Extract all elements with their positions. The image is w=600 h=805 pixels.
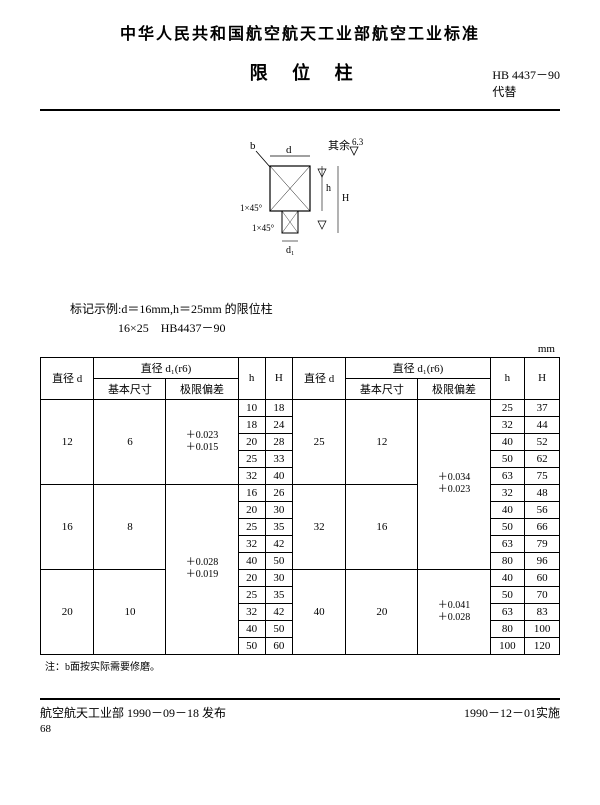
table-body: 126＋0.023＋0.01510182512＋0.034＋0.02325371… bbox=[41, 399, 560, 654]
col-h-left: h bbox=[238, 357, 265, 399]
replace-label: 代替 bbox=[492, 84, 560, 101]
col-limit-right: 极限偏差 bbox=[418, 378, 490, 399]
footer: 航空航天工业部 1990－09－18 发布 68 1990－12－01实施 bbox=[40, 698, 560, 735]
col-d-right: 直径 d bbox=[292, 357, 345, 399]
technical-diagram: b d 其余 6.3 1×45° 1×45° h H d₁ bbox=[40, 131, 560, 275]
example-line1: 标记示例:d＝16mm,h＝25mm 的限位柱 bbox=[70, 300, 560, 319]
label-d1: d₁ bbox=[286, 245, 295, 256]
example-line2: 16×25 HB4437－90 bbox=[70, 319, 560, 338]
col-d: 直径 d bbox=[41, 357, 94, 399]
table-row: 201020304020＋0.041＋0.0284060 bbox=[41, 569, 560, 586]
doc-code-block: HB 4437－90 代替 bbox=[492, 67, 560, 101]
col-H-left: H bbox=[265, 357, 292, 399]
unit-label: mm bbox=[40, 343, 555, 355]
standard-code: HB 4437－90 bbox=[492, 67, 560, 84]
label-ra: 6.3 bbox=[352, 137, 364, 147]
label-chamfer1: 1×45° bbox=[240, 203, 263, 213]
label-cap-h: H bbox=[342, 193, 349, 204]
col-d1r6-left: 直径 d₁(r6) bbox=[94, 357, 238, 378]
label-b: b bbox=[250, 140, 256, 152]
table-note: 注：b面按实际需要修磨。 bbox=[40, 658, 560, 673]
label-h: h bbox=[326, 183, 331, 194]
label-chamfer2: 1×45° bbox=[252, 223, 275, 233]
issue-date: 航空航天工业部 1990－09－18 发布 bbox=[40, 706, 226, 720]
sub-header: 限 位 柱 HB 4437－90 代替 bbox=[40, 59, 560, 111]
col-limit-left: 极限偏差 bbox=[166, 378, 238, 399]
page-number: 68 bbox=[40, 723, 226, 735]
dimension-table: 直径 d 直径 d₁(r6) h H 直径 d 直径 d₁(r6) h H 基本… bbox=[40, 357, 560, 655]
col-basic-right: 基本尺寸 bbox=[346, 378, 418, 399]
org-header: 中华人民共和国航空航天工业部航空工业标准 bbox=[40, 20, 560, 44]
col-basic-left: 基本尺寸 bbox=[94, 378, 166, 399]
table-row: 126＋0.023＋0.01510182512＋0.034＋0.0232537 bbox=[41, 399, 560, 416]
doc-title: 限 位 柱 bbox=[40, 59, 492, 85]
col-h-right: h bbox=[490, 357, 525, 399]
col-d1r6-right: 直径 d₁(r6) bbox=[346, 357, 490, 378]
col-H-right: H bbox=[525, 357, 560, 399]
effective-date: 1990－12－01实施 bbox=[464, 704, 560, 735]
label-d: d bbox=[286, 144, 292, 156]
marking-example: 标记示例:d＝16mm,h＝25mm 的限位柱 16×25 HB4437－90 bbox=[70, 300, 560, 338]
label-rest: 其余 bbox=[328, 138, 350, 152]
